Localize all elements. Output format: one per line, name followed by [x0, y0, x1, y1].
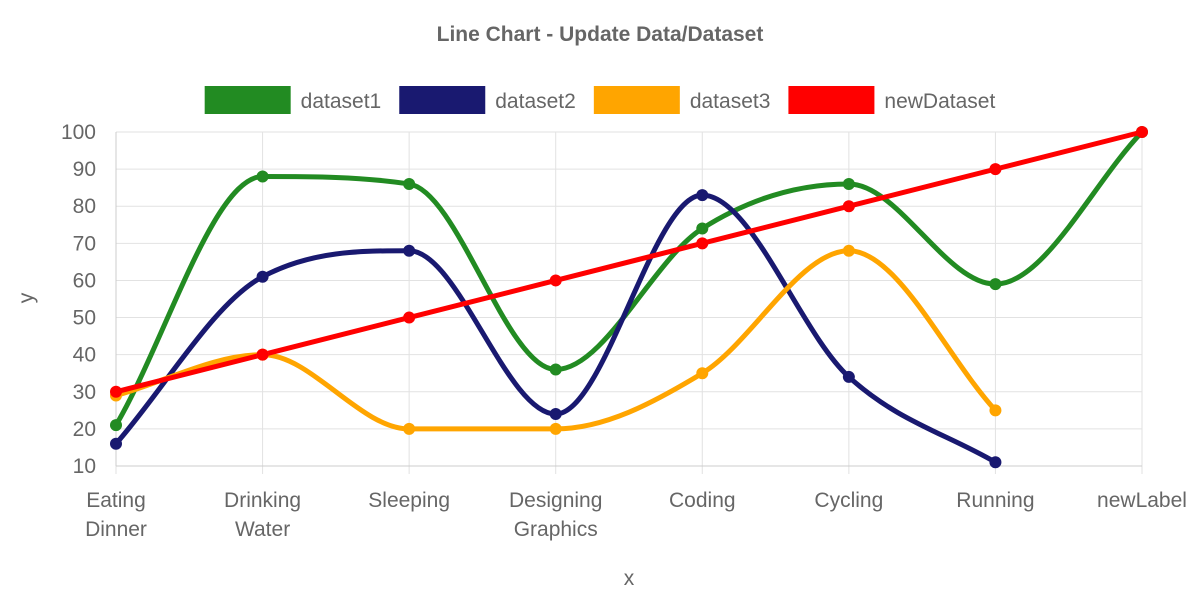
data-point-newDataset[interactable]	[842, 200, 855, 213]
y-tick-label: 10	[73, 455, 96, 478]
data-point-dataset2[interactable]	[842, 370, 855, 383]
data-point-newDataset[interactable]	[256, 348, 269, 361]
data-point-dataset1[interactable]	[842, 177, 855, 190]
legend-swatch	[204, 86, 291, 114]
data-point-newDataset[interactable]	[403, 311, 416, 324]
x-tick-label: Designing Graphics	[509, 489, 602, 541]
y-tick-label: 100	[61, 121, 96, 144]
data-point-dataset2[interactable]	[256, 270, 269, 283]
x-tick-label: newLabel	[1097, 489, 1187, 512]
y-tick-label: 60	[73, 269, 96, 292]
legend: dataset1 dataset2 dataset3 newDataset	[204, 86, 995, 114]
legend-item-dataset1[interactable]: dataset1	[204, 86, 382, 114]
data-point-dataset1[interactable]	[403, 177, 416, 190]
data-point-dataset3[interactable]	[989, 404, 1002, 417]
y-tick-label: 30	[73, 381, 96, 404]
x-tick-label: Drinking Water	[224, 489, 301, 541]
series-line-newDataset	[113, 129, 1145, 395]
data-point-dataset1[interactable]	[696, 222, 709, 235]
data-point-dataset2[interactable]	[110, 437, 122, 450]
data-point-dataset3[interactable]	[549, 422, 562, 435]
data-point-dataset1[interactable]	[110, 419, 122, 432]
data-point-dataset1[interactable]	[256, 170, 269, 183]
y-axis-ticks: 10 20 30 40 50 60 70 80 90 100	[61, 121, 96, 478]
legend-label: newDataset	[884, 90, 995, 113]
data-point-newDataset[interactable]	[549, 274, 562, 287]
x-tick-label: Cycling	[814, 489, 883, 512]
legend-swatch	[593, 86, 680, 114]
legend-swatch	[399, 86, 486, 114]
x-axis-ticks: Eating Dinner Drinking Water Sleeping Designi…	[85, 489, 1187, 541]
chart-title: Line Chart - Update Data/Dataset	[437, 23, 764, 46]
y-tick-label: 40	[73, 344, 96, 367]
data-point-dataset2[interactable]	[696, 189, 709, 202]
legend-swatch	[788, 86, 875, 114]
series-lines	[113, 129, 1145, 465]
legend-label: dataset2	[495, 90, 576, 113]
x-axis-title: x	[624, 567, 635, 590]
legend-item-dataset2[interactable]: dataset2	[399, 86, 576, 114]
data-point-dataset2[interactable]	[989, 456, 1002, 469]
legend-item-dataset3[interactable]: dataset3	[593, 86, 771, 114]
x-tick-label: Coding	[669, 489, 736, 512]
data-point-newDataset[interactable]	[1136, 126, 1148, 138]
x-tick-label: Running	[956, 489, 1034, 512]
data-point-newDataset[interactable]	[989, 163, 1002, 176]
data-point-newDataset[interactable]	[696, 237, 709, 250]
data-point-newDataset[interactable]	[110, 385, 122, 398]
y-axis-title: y	[15, 292, 38, 303]
x-tick-label: Eating Dinner	[85, 489, 147, 541]
data-point-dataset2[interactable]	[549, 408, 562, 421]
y-tick-label: 70	[73, 232, 96, 255]
y-tick-label: 50	[73, 307, 96, 330]
data-point-dataset3[interactable]	[842, 244, 855, 257]
data-point-dataset3[interactable]	[696, 367, 709, 380]
x-tick-label: Sleeping	[368, 489, 450, 512]
series-line-dataset1	[113, 129, 1145, 428]
legend-label: dataset1	[301, 90, 382, 113]
legend-item-newDataset[interactable]: newDataset	[788, 86, 995, 114]
series-points	[110, 126, 1148, 469]
data-point-dataset1[interactable]	[989, 278, 1002, 291]
legend-label: dataset3	[690, 90, 771, 113]
y-tick-label: 80	[73, 195, 96, 218]
data-point-dataset1[interactable]	[549, 363, 562, 376]
data-point-dataset3[interactable]	[403, 422, 416, 435]
data-point-dataset2[interactable]	[403, 244, 416, 257]
y-tick-label: 20	[73, 418, 96, 441]
y-tick-label: 90	[73, 158, 96, 181]
